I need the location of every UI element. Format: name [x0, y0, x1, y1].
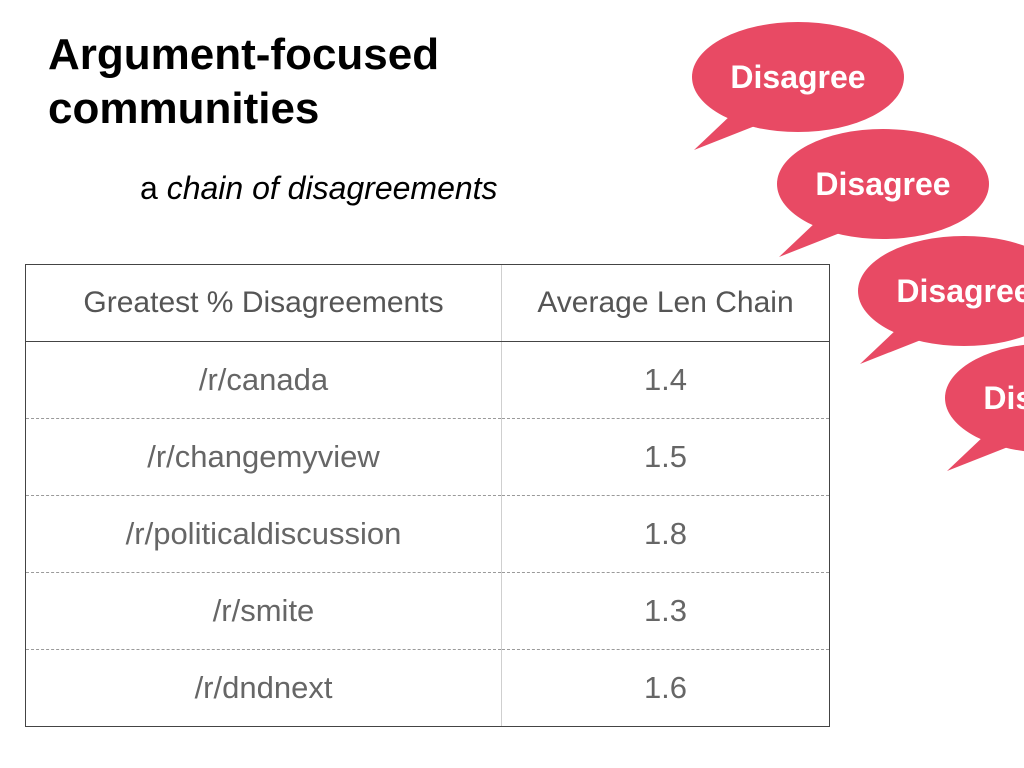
slide-title-line-1: Argument-focused	[48, 30, 440, 79]
speech-bubble-icon	[777, 129, 989, 257]
speech-bubble-label: Disagree	[896, 273, 1024, 309]
speech-bubble-label: Disagree	[983, 380, 1024, 416]
subreddit-cell: /r/politicaldiscussion	[25, 495, 502, 573]
table-header-row: Greatest % Disagreements Average Len Cha…	[25, 264, 830, 342]
table-row: /r/smite 1.3	[25, 572, 830, 650]
table-row: /r/politicaldiscussion 1.8	[25, 495, 830, 573]
table-row: /r/dndnext 1.6	[25, 649, 830, 727]
subreddit-cell: /r/changemyview	[25, 418, 502, 496]
speech-bubble-2: Disagree	[777, 129, 989, 279]
speech-bubble-label: Disagree	[815, 166, 951, 202]
column-header-average-len-chain: Average Len Chain	[501, 264, 830, 342]
column-header-subreddit: Greatest % Disagreements	[25, 264, 502, 342]
average-len-chain-cell: 1.5	[501, 418, 830, 496]
speech-bubble-1: Disagree	[692, 22, 904, 172]
table-row: /r/canada 1.4	[25, 341, 830, 419]
average-len-chain-cell: 1.8	[501, 495, 830, 573]
subreddit-cell: /r/dndnext	[25, 649, 502, 727]
speech-bubble-icon	[858, 236, 1024, 364]
speech-bubble-icon	[692, 22, 904, 150]
speech-bubble-label: Disagree	[730, 59, 866, 95]
average-len-chain-cell: 1.3	[501, 572, 830, 650]
average-len-chain-cell: 1.6	[501, 649, 830, 727]
average-len-chain-cell: 1.4	[501, 341, 830, 419]
slide-title-line-2: communities	[48, 84, 320, 133]
subreddit-cell: /r/smite	[25, 572, 502, 650]
slide-subtitle: a chain of disagreements	[140, 168, 498, 208]
subreddit-cell: /r/canada	[25, 341, 502, 419]
disagreement-table: Greatest % Disagreements Average Len Cha…	[25, 264, 830, 727]
speech-bubble-3: Disagree	[858, 236, 1024, 386]
slide-title: Argument-focused communities	[48, 28, 608, 136]
table-row: /r/changemyview 1.5	[25, 418, 830, 496]
subtitle-emphasis: chain of disagreements	[166, 170, 498, 206]
speech-bubble-icon	[945, 344, 1024, 471]
subtitle-prefix: a	[140, 170, 167, 206]
speech-bubble-4: Disagree	[945, 343, 1024, 493]
